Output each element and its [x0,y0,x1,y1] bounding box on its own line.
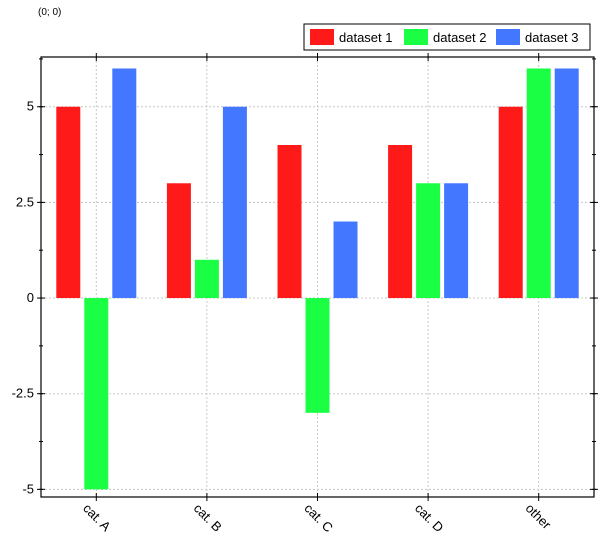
bar-1-4 [388,145,413,299]
bar-3-3 [333,221,358,299]
legend-label-3: dataset 3 [525,30,579,45]
bar-2-3 [305,298,330,413]
x-tick-label: other [523,501,555,533]
legend-swatch-3 [496,29,520,45]
y-tick-label: -2.5 [12,386,34,401]
y-tick-label: 5 [27,99,34,114]
bars [56,68,579,490]
bar-2-5 [526,68,551,299]
legend-label-2: dataset 2 [433,30,487,45]
bar-2-2 [194,259,219,299]
legend: dataset 1 dataset 2 dataset 3 [303,23,591,51]
legend-label-1: dataset 1 [339,30,393,45]
bar-3-2 [222,106,247,299]
bar-3-4 [444,183,469,299]
bar-3-5 [554,68,579,299]
bar-3-1 [112,68,137,299]
x-tick-label: cat. B [191,501,225,535]
legend-swatch-1 [310,29,334,45]
y-tick-label: -5 [22,481,34,496]
bar-1-1 [56,106,81,299]
bar-1-5 [498,106,523,299]
x-tick-label: cat. A [80,501,114,535]
legend-swatch-2 [404,29,428,45]
y-tick-label: 2.5 [16,194,34,209]
x-tick-label: cat. D [412,501,447,536]
bar-1-3 [277,145,302,299]
x-tick-label: cat. C [301,501,336,536]
bar-1-2 [166,183,191,299]
legend-box [303,23,591,51]
bar-2-1 [84,298,109,490]
bar-2-4 [416,183,441,299]
coordinate-readout: (0; 0) [38,7,62,18]
y-tick-label: 0 [27,290,34,305]
